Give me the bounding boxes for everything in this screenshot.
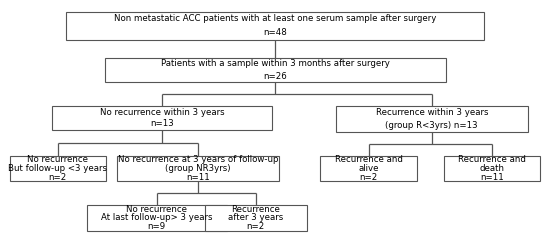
FancyBboxPatch shape xyxy=(444,155,540,181)
FancyBboxPatch shape xyxy=(52,106,272,130)
FancyBboxPatch shape xyxy=(320,155,417,181)
FancyBboxPatch shape xyxy=(86,205,227,231)
Text: No recurrence within 3 years: No recurrence within 3 years xyxy=(100,108,224,117)
FancyBboxPatch shape xyxy=(205,205,307,231)
FancyBboxPatch shape xyxy=(10,155,106,181)
Text: No recurrence at 3 years of follow-up: No recurrence at 3 years of follow-up xyxy=(118,155,278,164)
Text: Recurrence within 3 years: Recurrence within 3 years xyxy=(376,108,488,117)
FancyBboxPatch shape xyxy=(104,58,446,82)
FancyBboxPatch shape xyxy=(336,106,528,132)
Text: No recurrence: No recurrence xyxy=(126,205,187,214)
FancyBboxPatch shape xyxy=(66,12,484,40)
Text: (group R<3yrs) n=13: (group R<3yrs) n=13 xyxy=(386,121,478,130)
Text: n=11: n=11 xyxy=(480,173,504,182)
Text: Recurrence and: Recurrence and xyxy=(458,155,526,164)
Text: Patients with a sample within 3 months after surgery: Patients with a sample within 3 months a… xyxy=(161,60,389,68)
Text: n=2: n=2 xyxy=(359,173,378,182)
Text: n=48: n=48 xyxy=(263,28,287,37)
Text: n=2: n=2 xyxy=(246,222,265,231)
Text: death: death xyxy=(480,164,505,173)
Text: n=13: n=13 xyxy=(150,119,174,128)
Text: At last follow-up> 3 years: At last follow-up> 3 years xyxy=(101,213,212,222)
Text: n=2: n=2 xyxy=(48,173,67,182)
Text: (group NR3yrs): (group NR3yrs) xyxy=(165,164,231,173)
Text: But follow-up <3 years: But follow-up <3 years xyxy=(8,164,107,173)
Text: alive: alive xyxy=(358,164,379,173)
Text: No recurrence: No recurrence xyxy=(28,155,88,164)
Text: Recurrence and: Recurrence and xyxy=(334,155,403,164)
Text: n=11: n=11 xyxy=(186,173,210,182)
Text: after 3 years: after 3 years xyxy=(228,213,283,222)
Text: Non metastatic ACC patients with at least one serum sample after surgery: Non metastatic ACC patients with at leas… xyxy=(114,14,436,23)
Text: n=9: n=9 xyxy=(148,222,166,231)
FancyBboxPatch shape xyxy=(117,155,279,181)
Text: Recurrence: Recurrence xyxy=(232,205,280,214)
Text: n=26: n=26 xyxy=(263,72,287,81)
